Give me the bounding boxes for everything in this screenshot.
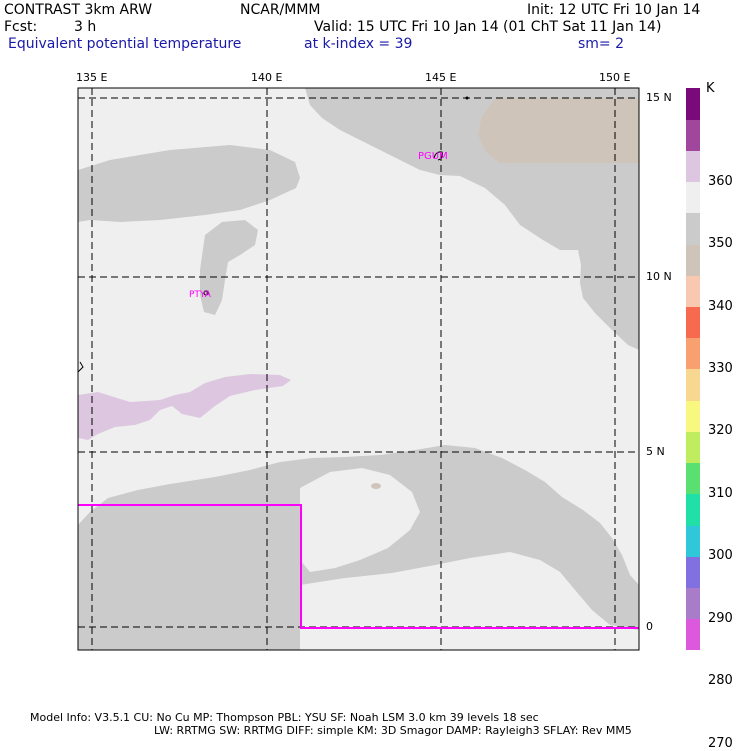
nested-domain-boundary xyxy=(78,504,639,629)
colorbar-tick-label: 290 xyxy=(708,610,733,626)
lon-label-150: 150 E xyxy=(599,71,631,84)
colorbar-segment xyxy=(686,275,700,308)
colorbar-segment xyxy=(686,337,700,370)
smoothing-label: sm= 2 xyxy=(578,36,625,52)
islet-dot xyxy=(465,96,469,100)
region-340 xyxy=(478,98,639,163)
colorbar-tick-label: 360 xyxy=(708,173,733,189)
colorbar-segment xyxy=(686,150,700,183)
colorbar-tick-label: 310 xyxy=(708,485,733,501)
sea-light-south xyxy=(300,552,639,650)
model-title: CONTRAST 3km ARW xyxy=(4,2,153,18)
org-label: NCAR/MMM xyxy=(240,2,321,18)
islet-a xyxy=(130,603,156,617)
colorbar-segment xyxy=(686,119,700,151)
station-label-pgum: PGUM xyxy=(418,151,448,162)
colorbar-unit: K xyxy=(706,81,715,96)
lat-label-15: 15 N xyxy=(646,91,672,104)
coast-west-edge xyxy=(78,361,84,373)
colorbar-segment xyxy=(686,493,700,526)
colorbar-tick-label: 350 xyxy=(708,236,733,252)
forecast-label: Fcst: xyxy=(4,19,38,35)
valid-time: Valid: 15 UTC Fri 10 Jan 14 (01 ChT Sat … xyxy=(314,19,662,35)
model-info-line2: LW: RRTMG SW: RRTMG DIFF: simple KM: 3D … xyxy=(154,724,632,737)
forecast-hours: 3 h xyxy=(74,19,97,35)
colorbar-tick-label: 270 xyxy=(708,735,733,751)
level-label: at k-index = 39 xyxy=(304,36,413,52)
lon-label-145: 145 E xyxy=(425,71,457,84)
colorbar xyxy=(686,88,700,651)
colorbar-segment xyxy=(686,400,700,432)
region-350-west xyxy=(78,145,300,222)
station-label-ptya: PTYA xyxy=(189,290,211,300)
lat-label-5: 5 N xyxy=(646,445,665,458)
station-marker-pgum xyxy=(433,151,443,161)
colorbar-segment xyxy=(686,212,700,245)
lon-label-140: 140 E xyxy=(251,71,283,84)
colorbar-segment xyxy=(686,431,700,464)
colorbar-segment xyxy=(686,556,700,589)
colorbar-tick-label: 320 xyxy=(708,423,733,439)
colorbar-segment xyxy=(686,244,700,276)
station-marker-ptya xyxy=(203,290,209,296)
colorbar-segment xyxy=(686,587,700,620)
colorbar-segment xyxy=(686,462,700,495)
colorbar-tick-label: 340 xyxy=(708,298,733,314)
colorbar-tick-label: 300 xyxy=(708,548,733,564)
lon-label-135: 135 E xyxy=(76,71,108,84)
lat-label-0: 0 xyxy=(646,620,653,633)
colorbar-segment xyxy=(686,618,700,651)
colorbar-segment xyxy=(686,88,700,120)
colorbar-tick-label: 280 xyxy=(708,673,733,689)
init-time: Init: 12 UTC Fri 10 Jan 14 xyxy=(527,2,701,18)
lat-label-10: 10 N xyxy=(646,270,672,283)
colorbar-segment xyxy=(686,181,700,214)
colorbar-segment xyxy=(686,369,700,401)
bay-light xyxy=(300,468,420,572)
colorbar-segment xyxy=(686,306,700,339)
island-ptya xyxy=(200,220,258,315)
islet-c xyxy=(371,483,381,489)
model-info-line1: Model Info: V3.5.1 CU: No Cu MP: Thompso… xyxy=(30,711,539,724)
peninsula xyxy=(478,512,600,580)
map-frame xyxy=(77,87,640,651)
field-name: Equivalent potential temperature xyxy=(8,36,242,52)
region-360-a xyxy=(78,374,291,440)
colorbar-tick-label: 330 xyxy=(708,361,733,376)
islet-b xyxy=(244,602,262,614)
colorbar-segment xyxy=(686,525,700,557)
